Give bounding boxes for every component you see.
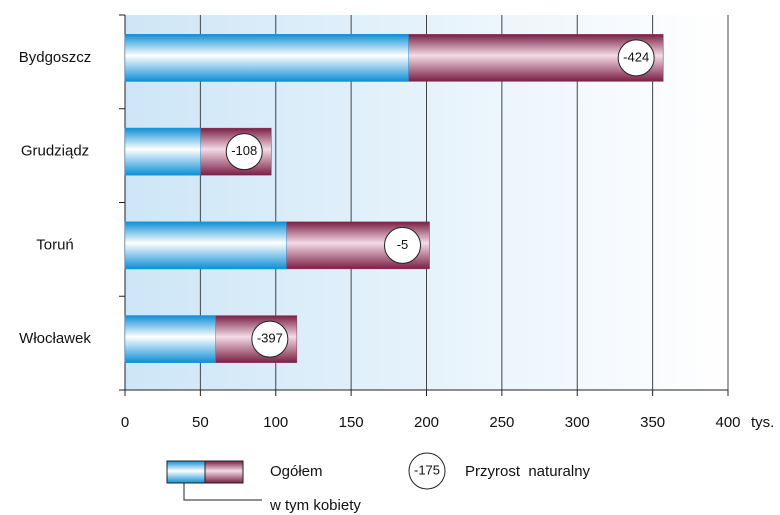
- x-tick-label: 150: [339, 414, 364, 431]
- increase-circle: [617, 39, 655, 77]
- x-tick-label: 100: [263, 414, 288, 431]
- y-tick-label: Toruń: [36, 236, 74, 253]
- increase-circle: [251, 320, 289, 358]
- x-tick-label: 400: [715, 414, 740, 431]
- legend-swatch: [166, 460, 206, 484]
- increase-label: -397: [257, 331, 283, 346]
- bar: [124, 221, 287, 270]
- bar: [124, 34, 409, 82]
- increase-circle: [384, 226, 422, 264]
- bar: [124, 315, 216, 363]
- x-tick-label: 0: [121, 414, 129, 431]
- x-tick-label: 50: [192, 414, 209, 431]
- increase-label: -108: [231, 143, 257, 158]
- legend-label: Ogółem: [270, 463, 323, 480]
- legend-circle-label: -175: [414, 462, 440, 477]
- legend-label: w tym kobiety: [269, 497, 361, 514]
- increase-label: -424: [623, 49, 649, 64]
- y-tick-label: Bydgoszcz: [19, 49, 92, 66]
- legend-circle: [408, 452, 446, 490]
- x-tick-label: 350: [640, 414, 665, 431]
- x-tick-label: 200: [414, 414, 439, 431]
- x-tick-label: 250: [489, 414, 514, 431]
- y-tick-label: Grudziądz: [21, 143, 89, 160]
- increase-label: -5: [397, 237, 409, 252]
- bar: [124, 127, 201, 176]
- x-tick-label: 300: [565, 414, 590, 431]
- legend-leader: [183, 483, 262, 501]
- increase-circle: [225, 133, 263, 171]
- x-unit: tys.: [751, 414, 774, 431]
- legend-label: Przyrost naturalny: [465, 463, 591, 480]
- y-tick-label: Włocławek: [19, 330, 91, 347]
